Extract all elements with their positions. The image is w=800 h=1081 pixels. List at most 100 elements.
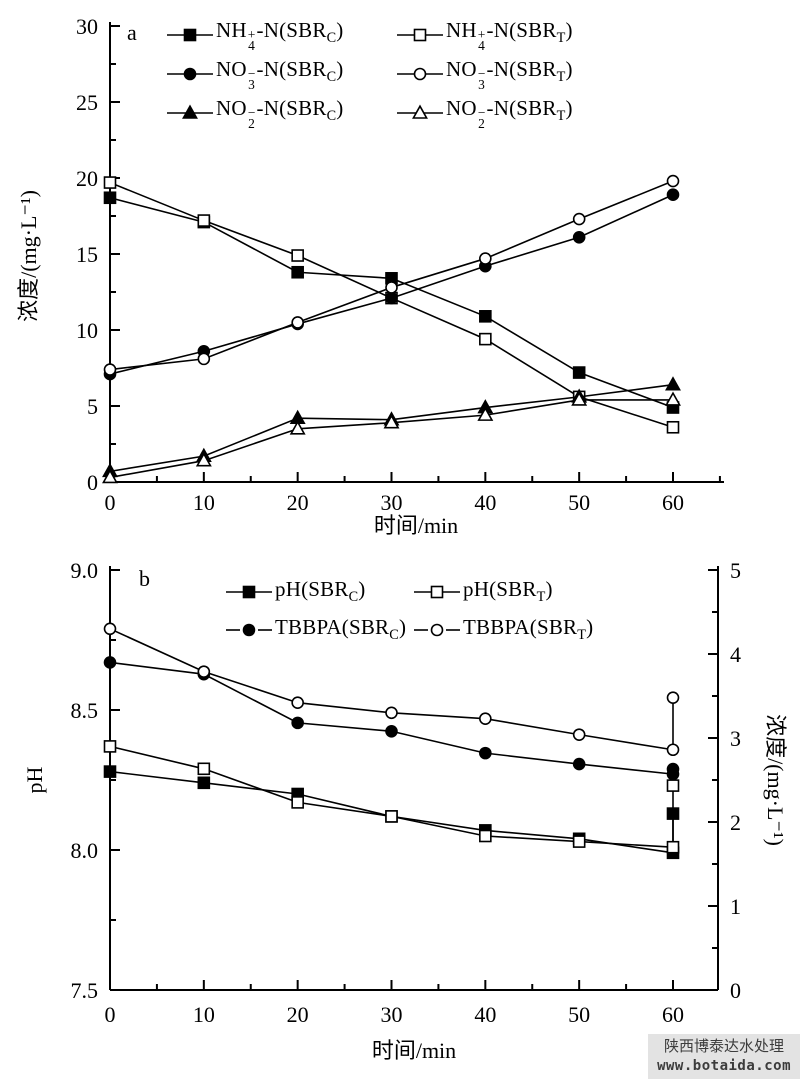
panel-b-ytick-right-1: 1 [730,894,741,919]
tbbpa-sbrt-circle-marker [197,665,211,678]
tbbpa-sbrc-circle-marker [572,757,586,771]
ph-sbrt-square-marker [666,840,680,854]
nh4-sbrc-square-marker [479,310,492,323]
panel-a-xtick-20: 20 [287,490,309,515]
panel-a-xlabel: 时间/min [374,513,458,538]
no2-sbrt-triangle-marker [383,414,400,429]
panel-b-ytick-left-8.0: 8.0 [71,838,99,863]
panel-b-ylabel-right: 浓度/(mg·L⁻¹) [763,714,788,846]
panel-b-xtick-30: 30 [381,1002,403,1027]
no3-sbrc-circle-marker [385,291,398,305]
nh4-sbrt-square-marker [479,332,492,346]
no3-sbrt-circle-marker [666,174,680,188]
panel-a-xtick-10: 10 [193,490,215,515]
no3-sbrt-circle-marker [572,212,586,226]
ph-sbrt-square-marker [103,740,117,753]
series-tbbpa-sbrt [103,622,680,757]
panel-a-xtick-0: 0 [105,490,116,515]
series-no3-sbrt [103,174,680,376]
tbbpa-sbrc-jump-circle-marker [666,762,680,776]
no3-sbrt-circle-marker [385,281,398,294]
panel-b-ytick-right-3: 3 [730,726,741,751]
no3-sbrt-circle-marker [291,316,304,329]
nh4-sbrt-square-marker [197,214,211,227]
panel-a-xtick-50: 50 [568,490,590,515]
panel-a-ytick-30: 30 [76,14,98,39]
ph-sbrt-square-marker [291,796,304,809]
panel-b-label: b [139,566,150,591]
no2-sbrt-triangle-marker [102,469,118,484]
panel-b-ytick-left-9.0: 9.0 [71,558,99,583]
panel-a-ytick-5: 5 [87,394,98,419]
panel-a-ytick-20: 20 [76,166,98,191]
nh4-sbrt-square-marker [666,420,680,434]
ph-sbrc-square-marker [197,776,211,790]
panel-b-xtick-0: 0 [105,1002,116,1027]
panel-b-xtick-10: 10 [193,1002,215,1027]
nh4-sbrc-square-marker [291,265,304,279]
series-no2-sbrt [102,391,681,484]
panel-b-xtick-40: 40 [474,1002,496,1027]
no3-sbrt-circle-marker [479,252,492,265]
panel-a-ytick-0: 0 [87,470,98,495]
tbbpa-sbrt-circle-marker [479,712,492,725]
panel-b-ytick-right-0: 0 [730,978,741,1003]
panel-a-chart: 0 5 10 15 20 25 30 0 10 20 30 40 50 60 时间/min 浓度/(mg·L⁻… [16,14,724,538]
panel-b-ylabel-left: pH [22,766,47,793]
watermark-company: 陕西博泰达水处理 [664,1037,785,1056]
panel-b-ytick-left-8.5: 8.5 [71,698,99,723]
ph-sbrt-square-marker [197,762,211,776]
nh4-sbrc-square-marker [572,366,586,379]
no3-sbrt-circle-marker [197,352,211,366]
tbbpa-sbrc-circle-marker [103,656,117,669]
nh4-sbrt-square-marker [103,176,117,189]
no2-sbrt-triangle-marker [477,406,494,421]
tbbpa-sbrt-jump-circle-marker [666,691,680,704]
tbbpa-sbrc-circle-marker [291,716,304,730]
tbbpa-sbrc-circle-marker [385,724,398,738]
no2-sbrt-triangle-marker [289,420,306,435]
no3-sbrt-circle-marker [103,363,117,376]
panel-a-ytick-15: 15 [76,242,98,267]
ph-sbrt-square-marker [385,810,398,823]
panel-a-label: a [127,20,137,45]
no3-sbrc-circle-marker [572,230,586,244]
tbbpa-sbrt-circle-marker [572,728,586,741]
ph-sbrt-jump-square-marker [666,779,680,792]
nh4-sbrt-square-marker [291,249,304,262]
no3-sbrc-circle-marker [666,188,680,202]
ph-sbrc-square-marker [103,765,117,778]
panel-b-ytick-right-5: 5 [730,558,741,583]
panel-b-xtick-50: 50 [568,1002,590,1027]
panel-a-ytick-25: 25 [76,90,98,115]
no2-sbrc-triangle-marker [665,376,681,391]
panel-b-ytick-right-2: 2 [730,810,741,835]
tbbpa-sbrt-circle-marker [385,706,398,720]
series-ph-sbrt-line [109,745,674,848]
panel-b-ytick-right-4: 4 [730,642,741,667]
watermark: 陕西博泰达水处理 www.botaida.com [648,1034,800,1079]
panel-a-xtick-40: 40 [474,490,496,515]
no2-sbrt-triangle-marker [665,391,681,406]
tbbpa-sbrc-circle-marker [479,746,492,760]
panel-a-xtick-30: 30 [381,490,403,515]
tbbpa-sbrt-circle-marker [291,696,304,710]
ph-sbrt-square-marker [572,835,586,848]
nh4-sbrc-square-marker [103,191,117,205]
tbbpa-sbrt-circle-marker [666,743,680,757]
panel-a-ytick-10: 10 [76,318,98,343]
watermark-url: www.botaida.com [657,1057,791,1074]
ph-sbrt-square-marker [479,829,492,843]
panel-b-xtick-60: 60 [662,1002,684,1027]
panel-b-ytick-left-7.5: 7.5 [71,978,99,1003]
no2-sbrt-triangle-marker [571,391,588,406]
tbbpa-sbrt-circle-marker [103,622,117,636]
panel-a-ylabel: 浓度/(mg·L⁻¹) [16,190,41,322]
panel-b-xlabel: 时间/min [372,1038,456,1063]
panel-b-xtick-20: 20 [287,1002,309,1027]
series-ph-sbrt [103,740,680,854]
no2-sbrt-triangle-marker [195,452,212,467]
